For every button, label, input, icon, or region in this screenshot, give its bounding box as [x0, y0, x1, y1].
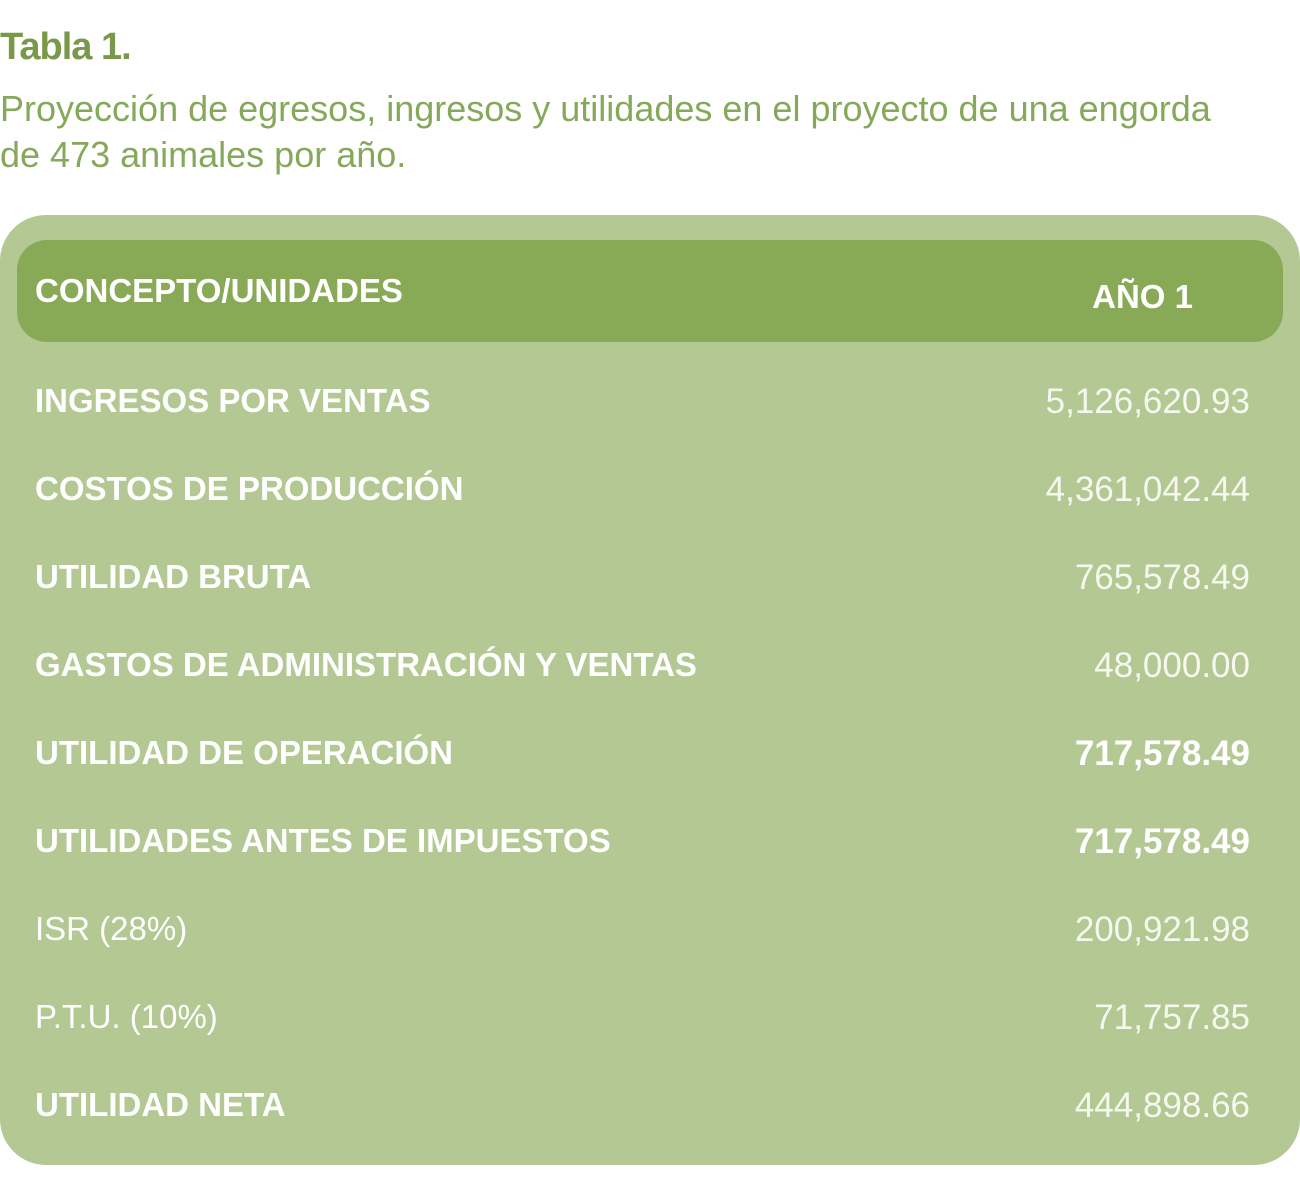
- column-header: AÑO 1: [1092, 278, 1193, 315]
- table-row: UTILIDADES ANTES DE IMPUESTOS 717,578.49: [35, 822, 1250, 862]
- table-row: P.T.U. (10%) 71,757.85: [35, 998, 1250, 1038]
- row-label: P.T.U. (10%): [35, 998, 218, 1035]
- row-label: UTILIDADES ANTES DE IMPUESTOS: [35, 822, 611, 859]
- row-value: 71,757.85: [1094, 998, 1250, 1037]
- row-value: 5,126,620.93: [1045, 382, 1250, 421]
- table-title: Tabla 1.: [0, 26, 132, 68]
- table-row: GASTOS DE ADMINISTRACIÓN Y VENTAS 48,000.…: [35, 646, 1250, 686]
- table-row: INGRESOS POR VENTAS 5,126,620.93: [35, 382, 1250, 422]
- column-header: CONCEPTO/UNIDADES: [35, 272, 403, 309]
- row-label: UTILIDAD DE OPERACIÓN: [35, 734, 454, 771]
- table-caption: Proyección de egresos, ingresos y utilid…: [0, 88, 1211, 175]
- row-value: 765,578.49: [1074, 558, 1250, 597]
- table-row: UTILIDAD NETA 444,898.66: [35, 1086, 1250, 1126]
- table: CONCEPTO/UNIDADES AÑO 1 INGRESOS POR VEN…: [0, 215, 1300, 1165]
- row-label: UTILIDAD BRUTA: [35, 558, 312, 595]
- table-header: CONCEPTO/UNIDADES AÑO 1: [17, 240, 1283, 342]
- row-value: 4,361,042.44: [1045, 470, 1250, 509]
- table-row: UTILIDAD BRUTA 765,578.49: [35, 558, 1250, 598]
- row-value: 444,898.66: [1074, 1086, 1250, 1125]
- row-label: UTILIDAD NETA: [35, 1086, 286, 1123]
- table-row: UTILIDAD DE OPERACIÓN 717,578.49: [35, 734, 1250, 774]
- row-label: INGRESOS POR VENTAS: [35, 382, 431, 419]
- row-label: COSTOS DE PRODUCCIÓN: [35, 470, 464, 507]
- table-row: ISR (28%) 200,921.98: [35, 910, 1250, 950]
- row-value: 48,000.00: [1094, 646, 1250, 685]
- row-label: GASTOS DE ADMINISTRACIÓN Y VENTAS: [35, 646, 697, 683]
- row-value: 717,578.49: [1074, 822, 1250, 861]
- row-value: 200,921.98: [1074, 910, 1250, 949]
- row-label: ISR (28%): [35, 910, 188, 947]
- table-row: COSTOS DE PRODUCCIÓN 4,361,042.44: [35, 470, 1250, 510]
- row-value: 717,578.49: [1074, 734, 1250, 773]
